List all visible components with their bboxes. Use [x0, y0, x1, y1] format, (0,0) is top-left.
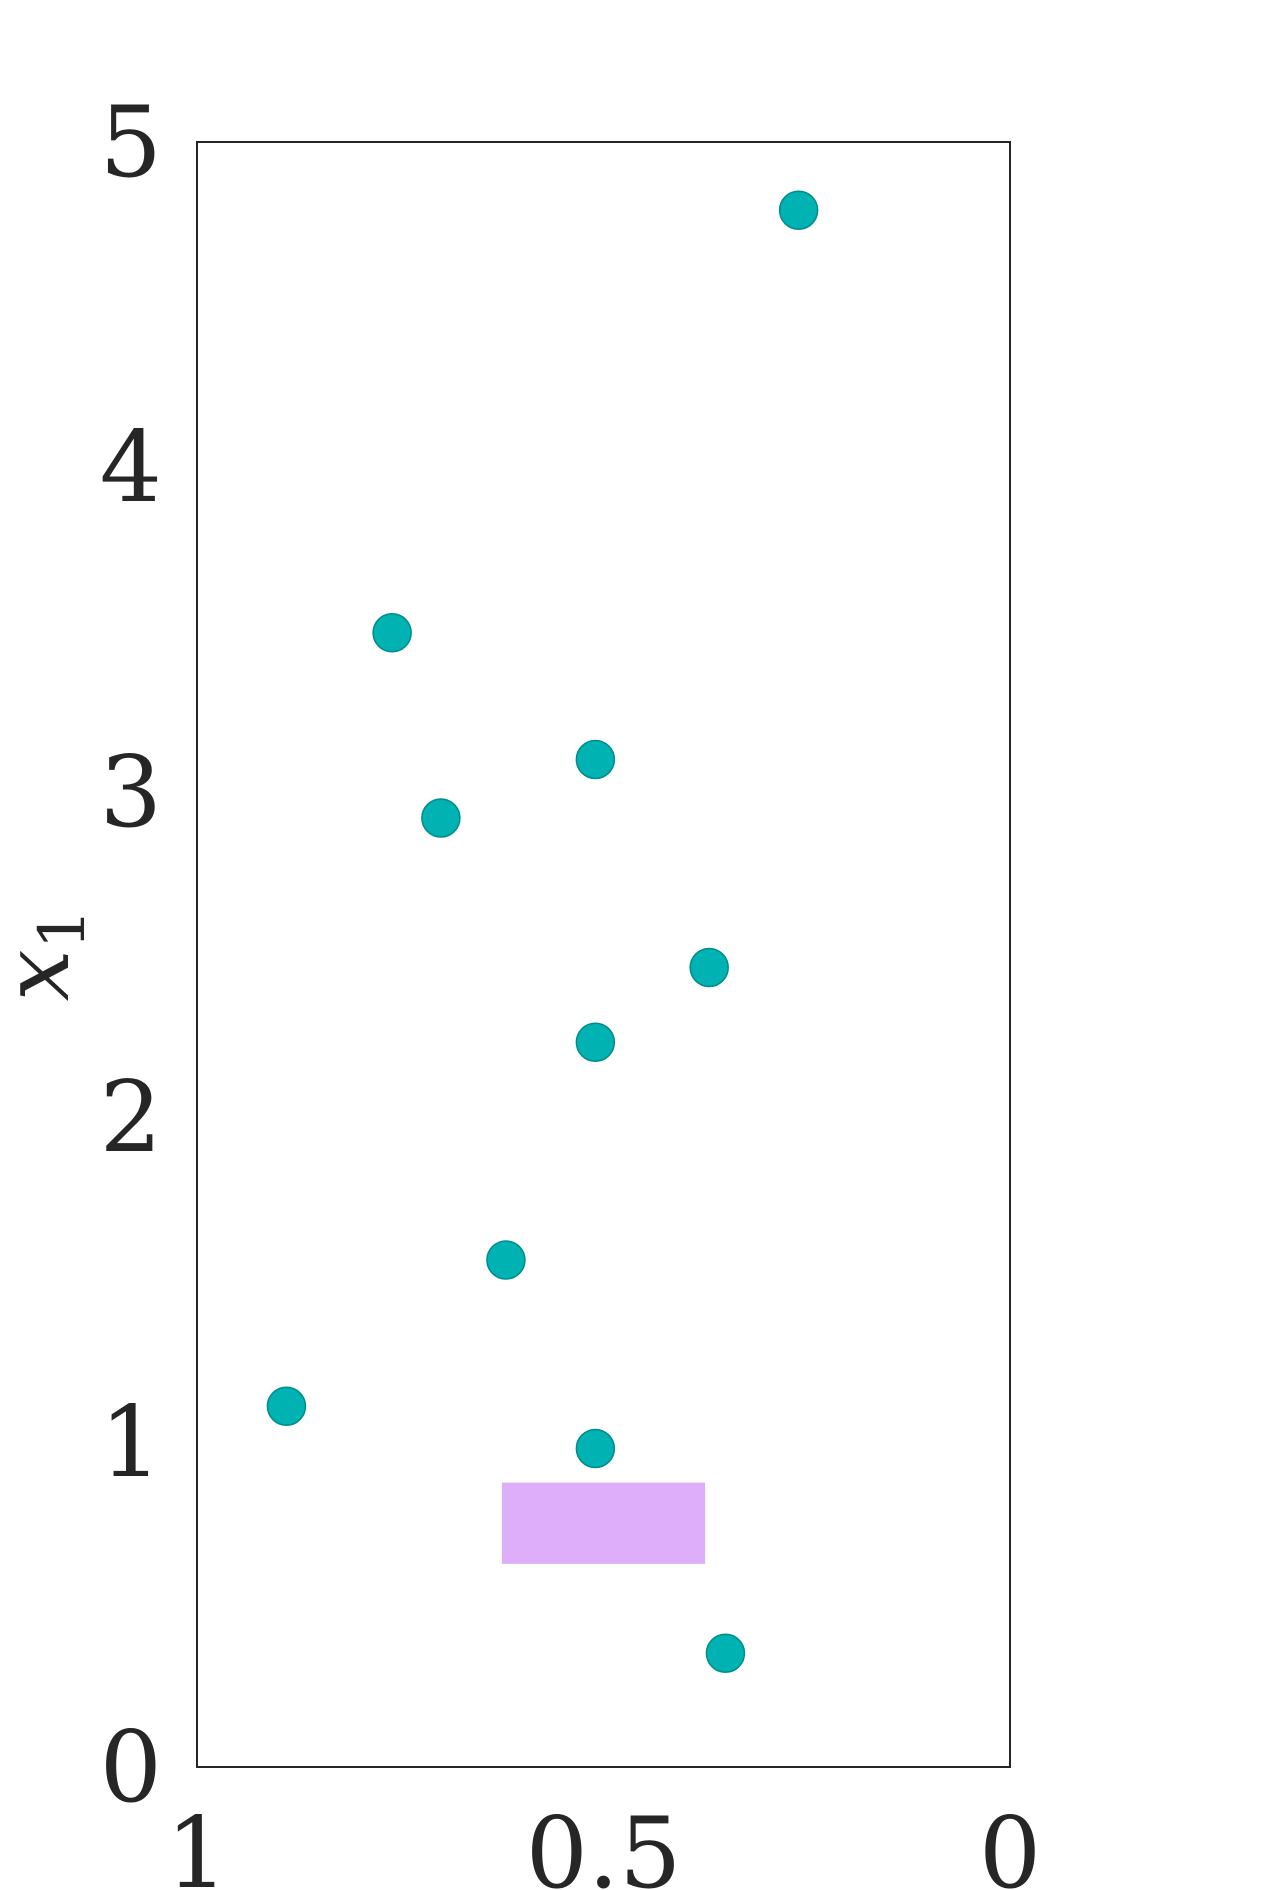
- data-point: [689, 947, 729, 988]
- data-point: [778, 190, 819, 230]
- y-tick-label: 0: [100, 1711, 162, 1825]
- x-tick-label: 0.5: [526, 1797, 682, 1890]
- y-tick-label: 5: [100, 86, 162, 200]
- data-point: [705, 1633, 746, 1673]
- x-tick-label: 1: [166, 1797, 228, 1890]
- y-axis-label: x1: [0, 909, 100, 1002]
- data-point: [486, 1240, 526, 1280]
- y-tick-label: 3: [100, 736, 162, 850]
- y-axis-label-subscript: 1: [26, 909, 100, 950]
- points-layer: [266, 190, 819, 1673]
- y-axis-label-symbol: x: [0, 949, 90, 1001]
- data-point: [575, 739, 616, 780]
- data-point: [266, 1386, 307, 1426]
- y-tick-label: 1: [100, 1386, 162, 1500]
- y-tick-label: 2: [100, 1061, 162, 1175]
- data-point: [575, 1022, 616, 1062]
- data-point: [372, 613, 412, 653]
- regions-layer: [501, 1482, 706, 1564]
- y-tick-label: 4: [100, 411, 162, 525]
- data-point: [421, 798, 461, 838]
- plot-area-frame: [196, 141, 1011, 1768]
- data-point: [575, 1428, 616, 1469]
- x-axis-ticks: 1 0.5 0: [166, 1797, 1041, 1890]
- x-tick-label: 0: [979, 1797, 1041, 1890]
- highlight-region: [501, 1482, 706, 1564]
- y-axis-ticks: 0 1 2 3 4 5: [100, 86, 162, 1825]
